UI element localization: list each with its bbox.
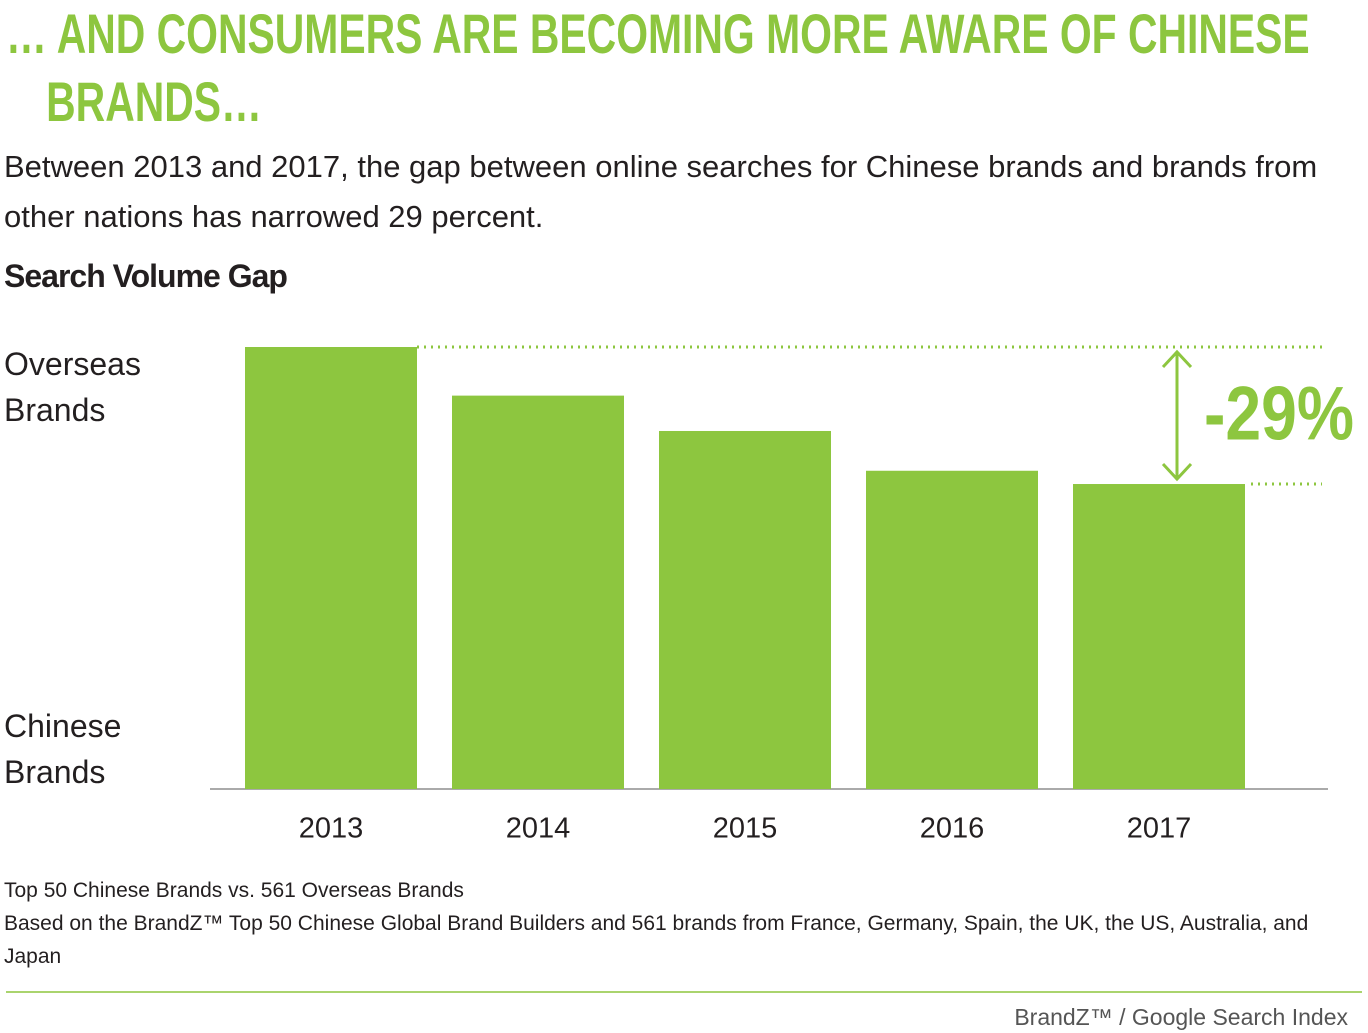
x-tick-label: 2016 xyxy=(920,813,985,845)
chart-title: Search Volume Gap xyxy=(4,258,288,294)
x-tick-label: 2017 xyxy=(1127,813,1192,845)
x-tick-label: 2014 xyxy=(506,813,571,845)
title: … AND CONSUMERS ARE BECOMING MORE AWARE … xyxy=(6,2,1310,125)
gap-annotation: -29% xyxy=(1204,372,1354,457)
y-top-label: Overseas Brands xyxy=(4,346,141,428)
bar xyxy=(245,347,417,789)
source: BrandZ™ / Google Search Index xyxy=(1014,1004,1348,1030)
arrow-head xyxy=(1161,462,1193,482)
title-wrap: … AND CONSUMERS ARE BECOMING MORE AWARE … xyxy=(6,0,1368,125)
bar xyxy=(452,395,624,789)
x-tick-label: 2015 xyxy=(713,813,778,845)
arrow-head xyxy=(1161,349,1193,369)
y-bottom-label: Chinese Brands xyxy=(4,708,122,790)
note: Top 50 Chinese Brands vs. 561 Overseas B… xyxy=(4,879,464,902)
subtitle: Between 2013 and 2017, the gap between o… xyxy=(4,149,1318,234)
notes: Top 50 Chinese Brands vs. 561 Overseas B… xyxy=(4,874,1344,973)
bar xyxy=(659,430,831,789)
x-tick-label: 2013 xyxy=(299,813,364,845)
bar xyxy=(1073,484,1245,789)
bar xyxy=(866,470,1038,789)
note: Based on the BrandZ™ Top 50 Chinese Glob… xyxy=(4,912,1309,968)
